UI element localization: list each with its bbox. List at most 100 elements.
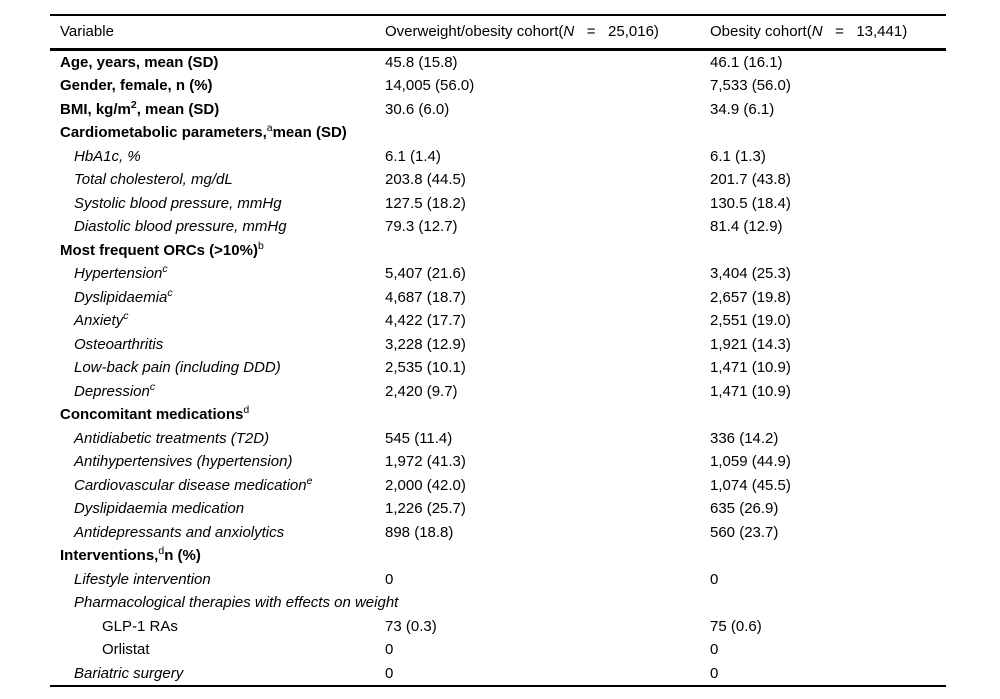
overweight-obesity-value-cell: 4,422 (17.7): [385, 312, 466, 330]
table-row: Total cholesterol, mg/dL 203.8 (44.5) 201.…: [50, 168, 946, 192]
baseline-characteristics-table: Variable Overweight/obesity cohort(N = 2…: [50, 14, 946, 687]
overweight-obesity-value-cell: 73 (0.3): [385, 617, 437, 635]
variable-cell: Diastolic blood pressure, mmHg: [74, 218, 287, 236]
obesity-value-cell: 7,533 (56.0): [710, 77, 791, 95]
table-row: Osteoarthritis 3,228 (12.9) 1,921 (14.3): [50, 333, 946, 357]
obesity-value-cell: 1,074 (45.5): [710, 476, 791, 494]
variable-cell: Concomitant medicationsd: [60, 404, 250, 424]
overweight-obesity-value-cell: 203.8 (44.5): [385, 171, 466, 189]
obesity-value-cell: 0: [710, 570, 719, 588]
obesity-value-cell: 560 (23.7): [710, 523, 779, 541]
column-header-obesity-cohort: Obesity cohort(N = 13,441): [710, 23, 908, 41]
overweight-obesity-value-cell: 0: [385, 641, 394, 659]
obesity-value-cell: 2,551 (19.0): [710, 312, 791, 330]
overweight-obesity-value-cell: 2,000 (42.0): [385, 476, 466, 494]
table-row: Antidepressants and anxiolytics 898 (18.8…: [50, 521, 946, 545]
variable-cell: Gender, female, n (%): [60, 77, 213, 95]
variable-cell: Anxietyc: [74, 310, 129, 330]
overweight-obesity-value-cell: 79.3 (12.7): [385, 218, 458, 236]
overweight-obesity-value-cell: [385, 591, 710, 615]
overweight-obesity-value-cell: [385, 544, 710, 568]
variable-cell: Cardiometabolic parameters,amean (SD): [60, 122, 347, 142]
variable-cell: Low-back pain (including DDD): [74, 359, 281, 377]
variable-cell: Depressionc: [74, 380, 156, 400]
overweight-obesity-value-cell: 0: [385, 664, 394, 682]
table-row: Cardiometabolic parameters,amean (SD): [50, 121, 946, 145]
overweight-obesity-value-cell: [385, 121, 710, 145]
variable-cell: Antidiabetic treatments (T2D): [74, 429, 270, 447]
obesity-value-cell: 3,404 (25.3): [710, 265, 791, 283]
overweight-obesity-value-cell: [385, 403, 710, 427]
overweight-obesity-value-cell: 14,005 (56.0): [385, 77, 475, 95]
table-header: Variable Overweight/obesity cohort(N = 2…: [50, 15, 946, 49]
table-row: Hypertensionc 5,407 (21.6) 3,404 (25.3): [50, 262, 946, 286]
obesity-value-cell: 130.5 (18.4): [710, 194, 791, 212]
obesity-value-cell: 2,657 (19.8): [710, 288, 791, 306]
variable-cell: Systolic blood pressure, mmHg: [74, 194, 282, 212]
table-body: Age, years, mean (SD) 45.8 (15.8) 46.1 (16…: [50, 49, 946, 686]
variable-cell: Orlistat: [102, 641, 150, 659]
column-header-variable: Variable: [60, 23, 114, 41]
variable-cell: Age, years, mean (SD): [60, 53, 219, 71]
table-row: Age, years, mean (SD) 45.8 (15.8) 46.1 (16…: [50, 49, 946, 74]
overweight-obesity-value-cell: 127.5 (18.2): [385, 194, 466, 212]
overweight-obesity-value-cell: 1,226 (25.7): [385, 500, 466, 518]
obesity-value-cell: [710, 591, 946, 615]
column-header-overweight-obesity-cohort: Overweight/obesity cohort(N = 25,016): [385, 23, 659, 41]
table-row: Orlistat 0 0: [50, 638, 946, 662]
obesity-value-cell: 46.1 (16.1): [710, 53, 783, 71]
table-row: Lifestyle intervention 0 0: [50, 568, 946, 592]
table-row: Dyslipidaemia medication 1,226 (25.7) 635 …: [50, 497, 946, 521]
obesity-value-cell: 1,471 (10.9): [710, 359, 791, 377]
table-row: Dyslipidaemiac 4,687 (18.7) 2,657 (19.8): [50, 286, 946, 310]
obesity-value-cell: 336 (14.2): [710, 429, 779, 447]
table-row: Anxietyc 4,422 (17.7) 2,551 (19.0): [50, 309, 946, 333]
variable-cell: Dyslipidaemiac: [74, 286, 173, 306]
table-row: Cardiovascular disease medicatione 2,000 …: [50, 474, 946, 498]
obesity-value-cell: [710, 544, 946, 568]
overweight-obesity-value-cell: 30.6 (6.0): [385, 100, 450, 118]
variable-cell: Dyslipidaemia medication: [74, 500, 245, 518]
obesity-value-cell: 1,059 (44.9): [710, 453, 791, 471]
table-row: Pharmacological therapies with effects o…: [50, 591, 946, 615]
table-row: Gender, female, n (%) 14,005 (56.0) 7,533 …: [50, 74, 946, 98]
overweight-obesity-value-cell: 545 (11.4): [385, 429, 453, 447]
variable-cell: Most frequent ORCs (>10%)b: [60, 239, 264, 259]
obesity-value-cell: 1,921 (14.3): [710, 335, 791, 353]
table-row: BMI, kg/m2, mean (SD) 30.6 (6.0) 34.9 (6.1…: [50, 98, 946, 122]
table-row: Concomitant medicationsd: [50, 403, 946, 427]
table-row: Low-back pain (including DDD) 2,535 (10.1…: [50, 356, 946, 380]
overweight-obesity-value-cell: 6.1 (1.4): [385, 147, 441, 165]
variable-cell: Cardiovascular disease medicatione: [74, 474, 313, 494]
overweight-obesity-value-cell: 3,228 (12.9): [385, 335, 466, 353]
variable-cell: Interventions,dn (%): [60, 545, 201, 565]
variable-cell: Hypertensionc: [74, 263, 168, 283]
overweight-obesity-value-cell: 5,407 (21.6): [385, 265, 466, 283]
obesity-value-cell: 201.7 (43.8): [710, 171, 791, 189]
variable-cell: Antihypertensives (hypertension): [74, 453, 293, 471]
table-row: Most frequent ORCs (>10%)b: [50, 239, 946, 263]
overweight-obesity-value-cell: 2,420 (9.7): [385, 382, 458, 400]
table-row: Depressionc 2,420 (9.7) 1,471 (10.9): [50, 380, 946, 404]
overweight-obesity-value-cell: 45.8 (15.8): [385, 53, 458, 71]
obesity-value-cell: 34.9 (6.1): [710, 100, 775, 118]
obesity-value-cell: [710, 239, 946, 263]
variable-cell: GLP-1 RAs: [102, 617, 178, 635]
table-header-row: Variable Overweight/obesity cohort(N = 2…: [50, 15, 946, 49]
overweight-obesity-value-cell: 2,535 (10.1): [385, 359, 466, 377]
table-row: Antihypertensives (hypertension) 1,972 (4…: [50, 450, 946, 474]
overweight-obesity-value-cell: 898 (18.8): [385, 523, 454, 541]
variable-cell: BMI, kg/m2, mean (SD): [60, 98, 220, 118]
table-row: Antidiabetic treatments (T2D) 545 (11.4) 3…: [50, 427, 946, 451]
variable-cell: Osteoarthritis: [74, 335, 164, 353]
obesity-value-cell: 0: [710, 664, 719, 682]
obesity-value-cell: 1,471 (10.9): [710, 382, 791, 400]
overweight-obesity-value-cell: [385, 239, 710, 263]
table-row: Interventions,dn (%): [50, 544, 946, 568]
obesity-value-cell: 635 (26.9): [710, 500, 779, 518]
obesity-value-cell: 0: [710, 641, 719, 659]
obesity-value-cell: [710, 121, 946, 145]
overweight-obesity-value-cell: 4,687 (18.7): [385, 288, 466, 306]
variable-cell: HbA1c, %: [74, 147, 141, 165]
